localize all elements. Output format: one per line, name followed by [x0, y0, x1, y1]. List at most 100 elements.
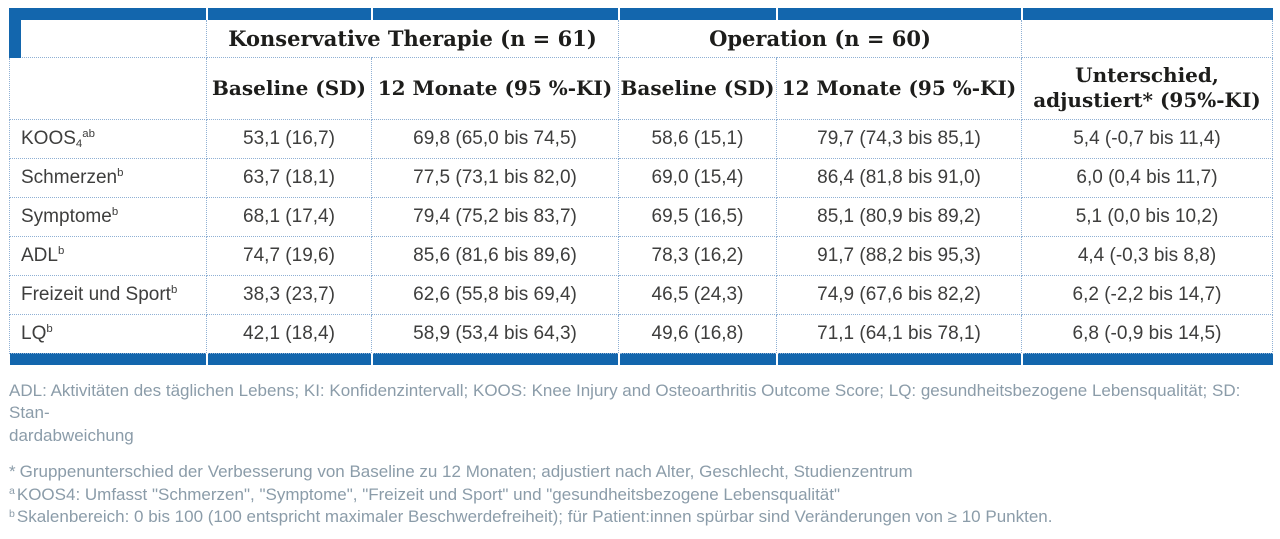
accent-bar-segment: [617, 8, 777, 20]
table-cell: 69,0 (15,4): [618, 157, 777, 198]
row-label-superscript: b: [57, 245, 65, 258]
footnote-star: * Gruppenunterschied der Verbesserung von…: [9, 461, 1272, 483]
table-cell: 58,9 (53,4 bis 64,3): [371, 313, 619, 354]
row-label-text: Symptome: [21, 205, 112, 227]
footnote-notes: * Gruppenunterschied der Verbesserung von…: [9, 461, 1272, 528]
empty-header-cell: [1021, 20, 1273, 58]
table-cell: 74,7 (19,6): [206, 235, 372, 276]
table-cell: 38,3 (23,7): [206, 274, 372, 315]
row-label-text: LQ: [21, 322, 47, 344]
table-cell: 49,6 (16,8): [618, 313, 777, 354]
table-cell: 79,7 (74,3 bis 85,1): [776, 118, 1022, 159]
table-cell: 5,4 (-0,7 bis 11,4): [1021, 118, 1273, 159]
footnote-abbreviations-line2: dardabweichung: [9, 425, 134, 445]
table-cell: 91,7 (88,2 bis 95,3): [776, 235, 1022, 276]
table-cell: 4,4 (-0,3 bis 8,8): [1021, 235, 1273, 276]
table-row-lq: LQb 42,1 (18,4) 58,9 (53,4 bis 64,3) 49,…: [9, 313, 1273, 354]
table-cell: 63,7 (18,1): [206, 157, 372, 198]
row-label: KOOS4ab: [9, 118, 207, 159]
row-label-text: ADL: [21, 244, 58, 266]
empty-header-cell: [9, 20, 207, 58]
table-row-koos4: KOOS4ab 53,1 (16,7) 69,8 (65,0 bis 74,5)…: [9, 118, 1273, 159]
row-label: Freizeit und Sportb: [9, 274, 207, 315]
row-label: LQb: [9, 313, 207, 354]
table-cell: 62,6 (55,8 bis 69,4): [371, 274, 619, 315]
accent-bar-segment: [775, 353, 1022, 365]
accent-bar-segment: [1020, 353, 1273, 365]
col-header-unterschied: Unterschied, adjustiert* (95%-KI): [1021, 56, 1273, 120]
table-row-freizeit-sport: Freizeit und Sportb 38,3 (23,7) 62,6 (55…: [9, 274, 1273, 315]
table-cell: 85,1 (80,9 bis 89,2): [776, 196, 1022, 237]
table-cell: 85,6 (81,6 bis 89,6): [371, 235, 619, 276]
table-cell: 77,5 (73,1 bis 82,0): [371, 157, 619, 198]
accent-bar-bottom: [9, 353, 1273, 365]
col-header-unterschied-line2: adjustiert* (95%-KI): [1033, 88, 1261, 112]
accent-bar-segment: [1020, 8, 1273, 20]
group-header-conservative: Konservative Therapie (n = 61): [206, 20, 619, 58]
footnote-b: b Skalenbereich: 0 bis 100 (100 entsprich…: [9, 506, 1272, 528]
row-label-superscript: b: [111, 206, 119, 219]
table-cell: 6,2 (-2,2 bis 14,7): [1021, 274, 1273, 315]
footnote-abbreviations: ADL: Aktivitäten des täglichen Lebens; K…: [9, 380, 1272, 447]
footnote-star-marker: *: [9, 462, 16, 482]
accent-bar-segment: [9, 353, 207, 365]
footnote-a-text: KOOS4: Umfasst "Schmerzen", "Symptome", …: [16, 484, 841, 504]
table-row-adl: ADLb 74,7 (19,6) 85,6 (81,6 bis 89,6) 78…: [9, 235, 1273, 276]
row-label-superscript: ab: [82, 128, 95, 141]
group-header-row: Konservative Therapie (n = 61) Operation…: [9, 20, 1273, 58]
group-header-operation: Operation (n = 60): [618, 20, 1022, 58]
table-cell: 71,1 (64,1 bis 78,1): [776, 313, 1022, 354]
table-cell: 86,4 (81,8 bis 91,0): [776, 157, 1022, 198]
footnote-b-marker: b: [9, 507, 15, 520]
row-label-superscript: b: [117, 167, 124, 180]
table-cell: 6,8 (-0,9 bis 14,5): [1021, 313, 1273, 354]
col-header-baseline-op: Baseline (SD): [618, 56, 777, 120]
accent-bar-segment: [205, 8, 372, 20]
row-label-text: Schmerzen: [21, 166, 118, 188]
row-label-text: KOOS: [21, 127, 76, 149]
empty-header-cell: [9, 56, 207, 120]
footnote-a: a KOOS4: Umfasst "Schmerzen", "Symptome",…: [9, 484, 1272, 506]
accent-bar-segment: [370, 353, 619, 365]
results-table-wrap: Konservative Therapie (n = 61) Operation…: [9, 8, 1273, 365]
table-row-schmerzen: Schmerzenb 63,7 (18,1) 77,5 (73,1 bis 82…: [9, 157, 1273, 198]
column-header-row: Baseline (SD) 12 Monate (95 %-KI) Baseli…: [9, 56, 1273, 120]
footnote-star-text: Gruppenunterschied der Verbesserung von …: [19, 462, 913, 482]
footnote-abbreviations-line1: ADL: Aktivitäten des täglichen Lebens; K…: [9, 381, 1241, 423]
table-cell: 79,4 (75,2 bis 83,7): [371, 196, 619, 237]
table-cell: 6,0 (0,4 bis 11,7): [1021, 157, 1273, 198]
row-label-superscript: b: [170, 284, 178, 297]
table-cell: 53,1 (16,7): [206, 118, 372, 159]
accent-bar-left: [9, 8, 21, 58]
table-cell: 5,1 (0,0 bis 10,2): [1021, 196, 1273, 237]
col-header-unterschied-line1: Unterschied,: [1075, 63, 1219, 87]
results-table: Konservative Therapie (n = 61) Operation…: [9, 8, 1273, 365]
table-cell: 58,6 (15,1): [618, 118, 777, 159]
row-label: ADLb: [9, 235, 207, 276]
row-label-text: Freizeit und Sport: [21, 283, 171, 305]
table-cell: 42,1 (18,4): [206, 313, 372, 354]
col-header-baseline-kt: Baseline (SD): [206, 56, 372, 120]
footnote-b-text: Skalenbereich: 0 bis 100 (100 entspricht…: [16, 507, 1053, 527]
row-label: Symptomeb: [9, 196, 207, 237]
accent-bar-segment: [775, 8, 1022, 20]
table-cell: 68,1 (17,4): [206, 196, 372, 237]
table-cell: 69,8 (65,0 bis 74,5): [371, 118, 619, 159]
row-label: Schmerzenb: [9, 157, 207, 198]
table-cell: 69,5 (16,5): [618, 196, 777, 237]
table-cell: 74,9 (67,6 bis 82,2): [776, 274, 1022, 315]
table-row-symptome: Symptomeb 68,1 (17,4) 79,4 (75,2 bis 83,…: [9, 196, 1273, 237]
table-cell: 78,3 (16,2): [618, 235, 777, 276]
accent-bar-segment: [9, 8, 207, 20]
col-header-12monate-op: 12 Monate (95 %-KI): [776, 56, 1022, 120]
accent-bar-segment: [205, 353, 372, 365]
row-label-subscript: 4: [75, 137, 83, 150]
row-label-superscript: b: [46, 323, 53, 336]
accent-bar-segment: [370, 8, 619, 20]
col-header-12monate-kt: 12 Monate (95 %-KI): [371, 56, 619, 120]
footnote-a-marker: a: [9, 485, 15, 498]
footnotes: ADL: Aktivitäten des täglichen Lebens; K…: [9, 380, 1272, 529]
table-cell: 46,5 (24,3): [618, 274, 777, 315]
accent-bar-segment: [617, 353, 777, 365]
accent-bar-top: [9, 8, 1273, 20]
